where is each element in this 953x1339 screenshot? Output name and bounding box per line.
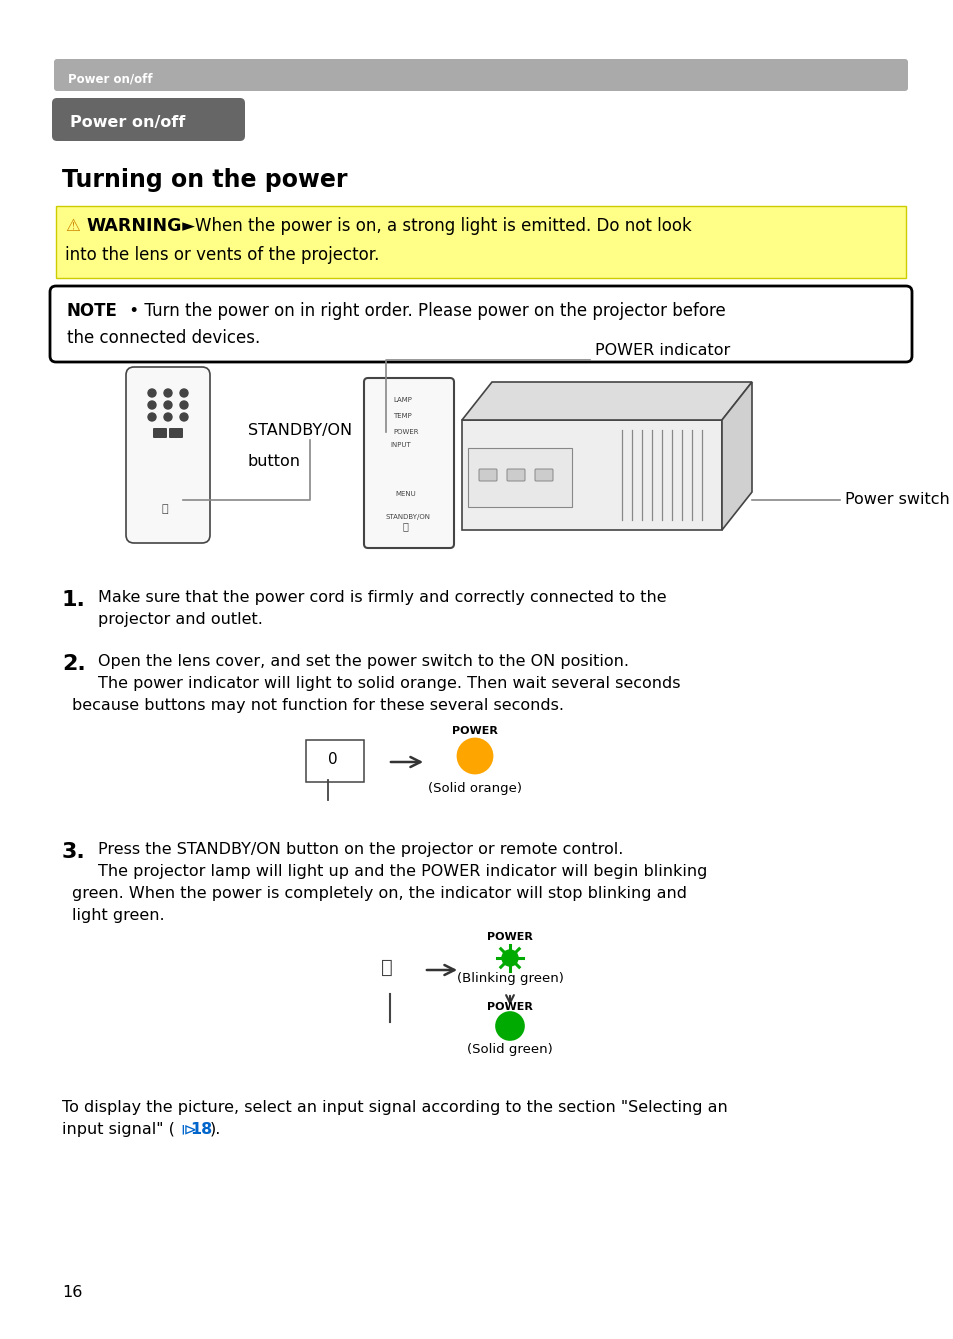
Text: STANDBY/ON: STANDBY/ON — [248, 423, 352, 438]
Text: button: button — [248, 454, 301, 469]
Circle shape — [180, 412, 188, 420]
Text: 2.: 2. — [62, 653, 86, 674]
Text: Make sure that the power cord is firmly and correctly connected to the: Make sure that the power cord is firmly … — [98, 590, 666, 605]
FancyBboxPatch shape — [152, 428, 167, 438]
Circle shape — [180, 400, 188, 408]
Text: Turning on the power: Turning on the power — [62, 167, 347, 191]
Circle shape — [148, 412, 156, 420]
Text: ⏻: ⏻ — [162, 503, 169, 514]
Text: Power on/off: Power on/off — [70, 115, 185, 130]
Text: 3.: 3. — [62, 842, 86, 862]
Circle shape — [148, 390, 156, 396]
FancyBboxPatch shape — [52, 98, 245, 141]
Text: ►When the power is on, a strong light is emitted. Do not look: ►When the power is on, a strong light is… — [177, 217, 691, 236]
Text: 1.: 1. — [62, 590, 86, 611]
FancyBboxPatch shape — [54, 59, 907, 91]
Circle shape — [164, 412, 172, 420]
Text: POWER indicator: POWER indicator — [595, 343, 729, 358]
Circle shape — [180, 390, 188, 396]
Text: green. When the power is completely on, the indicator will stop blinking and: green. When the power is completely on, … — [71, 886, 686, 901]
Text: input signal" (: input signal" ( — [62, 1122, 174, 1137]
Circle shape — [496, 1012, 523, 1040]
Text: the connected devices.: the connected devices. — [67, 329, 260, 347]
Text: ⏻: ⏻ — [402, 521, 409, 532]
Text: 18: 18 — [190, 1122, 212, 1137]
Text: INPUT: INPUT — [390, 442, 411, 449]
Text: • Turn the power on in right order. Please power on the projector before: • Turn the power on in right order. Plea… — [124, 303, 725, 320]
FancyBboxPatch shape — [306, 740, 364, 782]
Text: POWER: POWER — [487, 932, 533, 943]
Text: To display the picture, select an input signal according to the section "Selecti: To display the picture, select an input … — [62, 1101, 727, 1115]
Text: The projector lamp will light up and the POWER indicator will begin blinking: The projector lamp will light up and the… — [98, 864, 706, 878]
FancyBboxPatch shape — [50, 287, 911, 362]
FancyBboxPatch shape — [506, 469, 524, 481]
Text: ).: ). — [210, 1122, 221, 1137]
FancyBboxPatch shape — [468, 449, 572, 507]
Text: projector and outlet.: projector and outlet. — [98, 612, 263, 627]
Text: Power switch: Power switch — [844, 493, 949, 507]
Polygon shape — [721, 382, 751, 530]
FancyBboxPatch shape — [364, 378, 454, 548]
Text: POWER: POWER — [393, 428, 418, 435]
Text: into the lens or vents of the projector.: into the lens or vents of the projector. — [65, 246, 379, 264]
Text: (Solid orange): (Solid orange) — [428, 782, 521, 795]
Text: POWER: POWER — [452, 726, 497, 736]
FancyBboxPatch shape — [169, 428, 183, 438]
Text: Open the lens cover, and set the power switch to the ON position.: Open the lens cover, and set the power s… — [98, 653, 628, 670]
FancyBboxPatch shape — [535, 469, 553, 481]
Text: TEMP: TEMP — [393, 412, 412, 419]
Text: (Solid green): (Solid green) — [467, 1043, 553, 1056]
Text: Press the STANDBY/ON button on the projector or remote control.: Press the STANDBY/ON button on the proje… — [98, 842, 622, 857]
Text: 0: 0 — [328, 753, 337, 767]
Text: WARNING: WARNING — [86, 217, 181, 236]
Text: NOTE: NOTE — [67, 303, 118, 320]
Circle shape — [164, 390, 172, 396]
Circle shape — [164, 400, 172, 408]
Text: MENU: MENU — [395, 491, 416, 497]
Circle shape — [148, 400, 156, 408]
Circle shape — [457, 739, 492, 773]
FancyBboxPatch shape — [56, 206, 905, 279]
Text: Power on/off: Power on/off — [68, 72, 152, 86]
Text: (Blinking green): (Blinking green) — [456, 972, 563, 986]
Text: 16: 16 — [62, 1285, 82, 1300]
Text: The power indicator will light to solid orange. Then wait several seconds: The power indicator will light to solid … — [98, 676, 679, 691]
Text: light green.: light green. — [71, 908, 165, 923]
Text: because buttons may not function for these several seconds.: because buttons may not function for the… — [71, 698, 563, 712]
Circle shape — [501, 949, 517, 965]
Text: STANDBY/ON: STANDBY/ON — [386, 514, 431, 520]
Text: LAMP: LAMP — [393, 396, 412, 403]
FancyBboxPatch shape — [478, 469, 497, 481]
FancyBboxPatch shape — [461, 420, 721, 530]
Text: POWER: POWER — [487, 1002, 533, 1012]
Text: ⏻: ⏻ — [380, 957, 393, 977]
Text: ⧐: ⧐ — [180, 1122, 195, 1137]
Polygon shape — [461, 382, 751, 420]
FancyBboxPatch shape — [126, 367, 210, 544]
Text: ⚠: ⚠ — [65, 217, 80, 236]
